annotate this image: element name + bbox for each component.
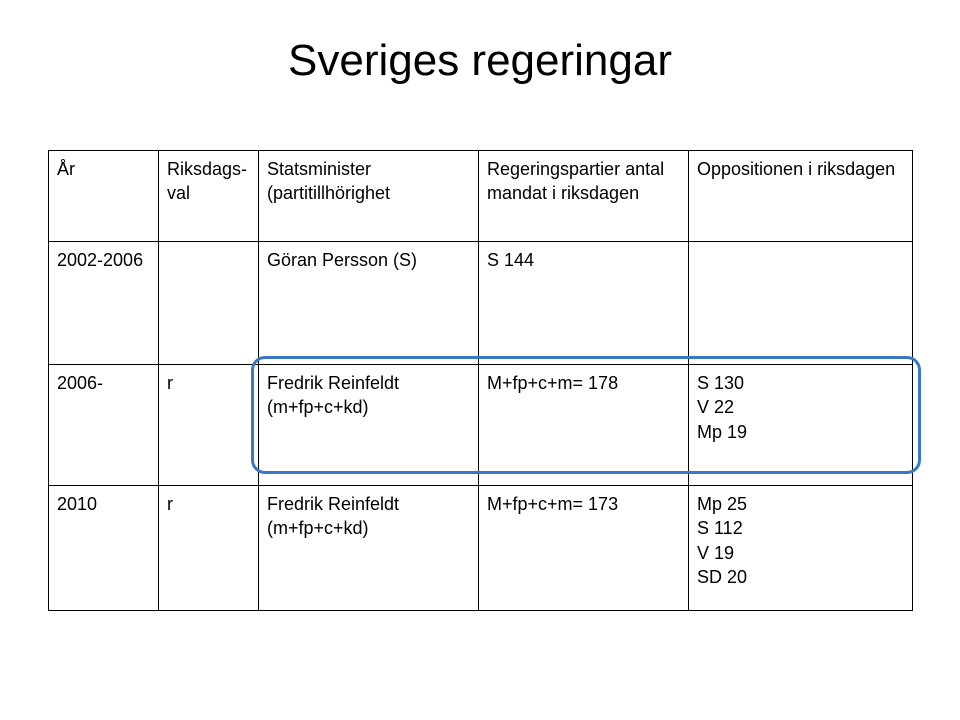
- table-row: 2006- r Fredrik Reinfeldt (m+fp+c+kd) M+…: [49, 365, 913, 486]
- col-header-opposition: Oppositionen i riksdagen: [689, 151, 913, 242]
- table-header-row: År Riksdags-val Statsminister (partitill…: [49, 151, 913, 242]
- cell-election: [159, 242, 259, 365]
- slide: Sveriges regeringar År Riksdags-val Stat…: [0, 0, 960, 720]
- cell-year: 2010: [49, 486, 159, 611]
- table-row: 2002-2006 Göran Persson (S) S 144: [49, 242, 913, 365]
- cell-pm: Fredrik Reinfeldt (m+fp+c+kd): [259, 365, 479, 486]
- cell-election: r: [159, 365, 259, 486]
- page-title: Sveriges regeringar: [0, 36, 960, 86]
- cell-pm: Fredrik Reinfeldt(m+fp+c+kd): [259, 486, 479, 611]
- col-header-pm: Statsminister (partitillhörighet: [259, 151, 479, 242]
- cell-election: r: [159, 486, 259, 611]
- cell-opposition: S 130V 22Mp 19: [689, 365, 913, 486]
- cell-opposition: [689, 242, 913, 365]
- table-row: 2010 r Fredrik Reinfeldt(m+fp+c+kd) M+fp…: [49, 486, 913, 611]
- cell-gov-parties: S 144: [479, 242, 689, 365]
- cell-year: 2002-2006: [49, 242, 159, 365]
- cell-opposition: Mp 25S 112V 19SD 20: [689, 486, 913, 611]
- cell-pm: Göran Persson (S): [259, 242, 479, 365]
- cell-gov-parties: M+fp+c+m= 173: [479, 486, 689, 611]
- cell-year: 2006-: [49, 365, 159, 486]
- col-header-year: År: [49, 151, 159, 242]
- cell-gov-parties: M+fp+c+m= 178: [479, 365, 689, 486]
- col-header-election: Riksdags-val: [159, 151, 259, 242]
- governments-table-wrap: År Riksdags-val Statsminister (partitill…: [48, 150, 912, 611]
- col-header-gov-parties: Regeringspartier antal mandat i riksdage…: [479, 151, 689, 242]
- governments-table: År Riksdags-val Statsminister (partitill…: [48, 150, 913, 611]
